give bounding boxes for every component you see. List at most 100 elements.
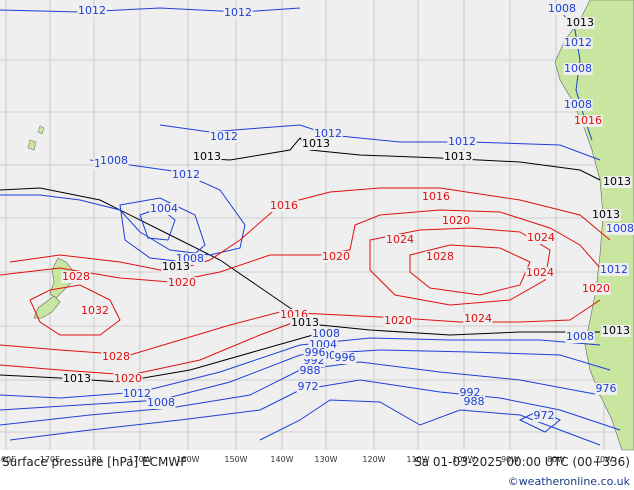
isobar-label-bg bbox=[447, 136, 477, 148]
isobar-label: 1016 bbox=[270, 199, 298, 212]
isobar-label: 1028 bbox=[102, 350, 130, 363]
isobar-label: 1013 bbox=[193, 150, 221, 163]
isobar-label: 1016 bbox=[422, 190, 450, 203]
chart-title: Surface pressure [hPa] ECMWF bbox=[2, 455, 188, 469]
isobar-label-bg bbox=[601, 325, 631, 337]
isobar-label-bg bbox=[581, 283, 611, 295]
longitude-label: 150W bbox=[224, 455, 247, 464]
isobar-label-bg bbox=[99, 155, 129, 167]
isobar-label: 996 bbox=[335, 351, 356, 364]
isobar-label-bg bbox=[122, 388, 152, 400]
isobar-label-bg bbox=[77, 5, 107, 17]
isobar-label-bg bbox=[532, 410, 556, 422]
isobar-label-bg bbox=[602, 176, 632, 188]
isobar-label-bg bbox=[591, 209, 621, 221]
isobar-label: 1024 bbox=[464, 312, 492, 325]
isobar-label-bg bbox=[171, 169, 201, 181]
isobar-label-bg bbox=[563, 99, 593, 111]
isobar-label: 1020 bbox=[442, 214, 470, 227]
isobar-label: 1008 bbox=[100, 154, 128, 167]
isobar-label: 1012 bbox=[600, 263, 628, 276]
isobar-label: 1020 bbox=[322, 250, 350, 263]
isobar-label: 972 bbox=[298, 380, 319, 393]
isobar-label-bg bbox=[333, 352, 357, 364]
isobar-label: 1032 bbox=[81, 304, 109, 317]
isobar-label-bg bbox=[383, 315, 413, 327]
longitude-label: 90W bbox=[501, 455, 519, 464]
isobar-label-bg bbox=[192, 151, 222, 163]
longitude-label: 140W bbox=[270, 455, 293, 464]
isobar-label: 992 bbox=[460, 386, 481, 399]
isobar-label-bg bbox=[599, 264, 629, 276]
isobar-label: 1004 bbox=[150, 202, 178, 215]
isobar-label-bg bbox=[573, 115, 603, 127]
isobar-label-bg bbox=[463, 313, 493, 325]
isobar-label-bg bbox=[301, 138, 331, 150]
isobar-label: 1012 bbox=[78, 4, 106, 17]
isobar-label-bg bbox=[101, 351, 131, 363]
isobar-label: 1013 bbox=[592, 208, 620, 221]
isobar-label-bg bbox=[149, 203, 179, 215]
longitude-label: 160W bbox=[176, 455, 199, 464]
isobar-label-bg bbox=[594, 383, 618, 395]
isobar-label: 1008 bbox=[564, 62, 592, 75]
isobar-label-bg bbox=[321, 251, 351, 263]
isobar-label: 1013 bbox=[603, 175, 631, 188]
isobar-label-bg bbox=[425, 251, 455, 263]
isobar-label-bg bbox=[421, 191, 451, 203]
isobar-label: 1012 bbox=[123, 387, 151, 400]
isobar-label-bg bbox=[269, 200, 299, 212]
longitude-label: 120W bbox=[362, 455, 385, 464]
longitude-label: 100W bbox=[452, 455, 475, 464]
longitude-label: 70W bbox=[595, 455, 613, 464]
isobar-label: 1013 bbox=[566, 16, 594, 29]
isobar-label: 1024 bbox=[527, 231, 555, 244]
isobar-label-bg bbox=[296, 381, 320, 393]
isobar-label-bg bbox=[146, 397, 176, 409]
isobar-label: 996 bbox=[305, 346, 326, 359]
longitude-label: 130W bbox=[314, 455, 337, 464]
isobar-label-bg bbox=[565, 17, 595, 29]
longitude-label: 160E bbox=[0, 455, 16, 464]
isobar-label-bg bbox=[563, 37, 593, 49]
longitude-labels: 160E 170E 180 170W 160W 150W 140W 130W 120W 110W 1… bbox=[0, 455, 613, 464]
isobar-label-bg bbox=[209, 131, 239, 143]
isobar-label: 1008 bbox=[312, 327, 340, 340]
isobar-label-bg bbox=[313, 128, 343, 140]
isobar-label: 1013 bbox=[302, 137, 330, 150]
isobar-label: 1008 bbox=[566, 330, 594, 343]
isobar-label-bg bbox=[462, 396, 486, 408]
graticule bbox=[0, 0, 634, 450]
source-credit[interactable]: ©weatheronline.co.uk bbox=[507, 475, 630, 488]
isobar-label: 1012 bbox=[172, 168, 200, 181]
isobar-label-bg bbox=[525, 267, 555, 279]
isobar-label-bg bbox=[565, 331, 595, 343]
isobar-label-bg bbox=[113, 373, 143, 385]
isobar-label: 1008 bbox=[606, 222, 634, 235]
isobar-label-bg bbox=[80, 305, 110, 317]
isobar-label: 1012 bbox=[210, 130, 238, 143]
isobar-label-bg bbox=[385, 234, 415, 246]
isobar-label-bg bbox=[298, 365, 322, 377]
isobar-label-bg bbox=[605, 223, 634, 235]
isobar-label-bg bbox=[441, 215, 471, 227]
isobar-label: 1024 bbox=[386, 233, 414, 246]
isobar-label: 1028 bbox=[62, 270, 90, 283]
isobar-label: 1012 bbox=[224, 6, 252, 19]
isobar-label: 1013 bbox=[291, 316, 319, 329]
islands-left bbox=[27, 125, 45, 151]
isobar-label: 1028 bbox=[426, 250, 454, 263]
isobar-label-bg bbox=[62, 373, 92, 385]
isobar-label-bg bbox=[526, 232, 556, 244]
isobar-label: 1020 bbox=[168, 276, 196, 289]
longitude-label: 170W bbox=[128, 455, 151, 464]
isobar-label-bg bbox=[443, 151, 473, 163]
forecast-datetime: Sa 01-03-2025 00:00 UTC (00+336) bbox=[414, 455, 630, 469]
isobar-label: 976 bbox=[596, 382, 617, 395]
isobar-label-bg bbox=[290, 317, 320, 329]
longitude-label: 180 bbox=[86, 455, 101, 464]
longitude-label: 80W bbox=[547, 455, 565, 464]
